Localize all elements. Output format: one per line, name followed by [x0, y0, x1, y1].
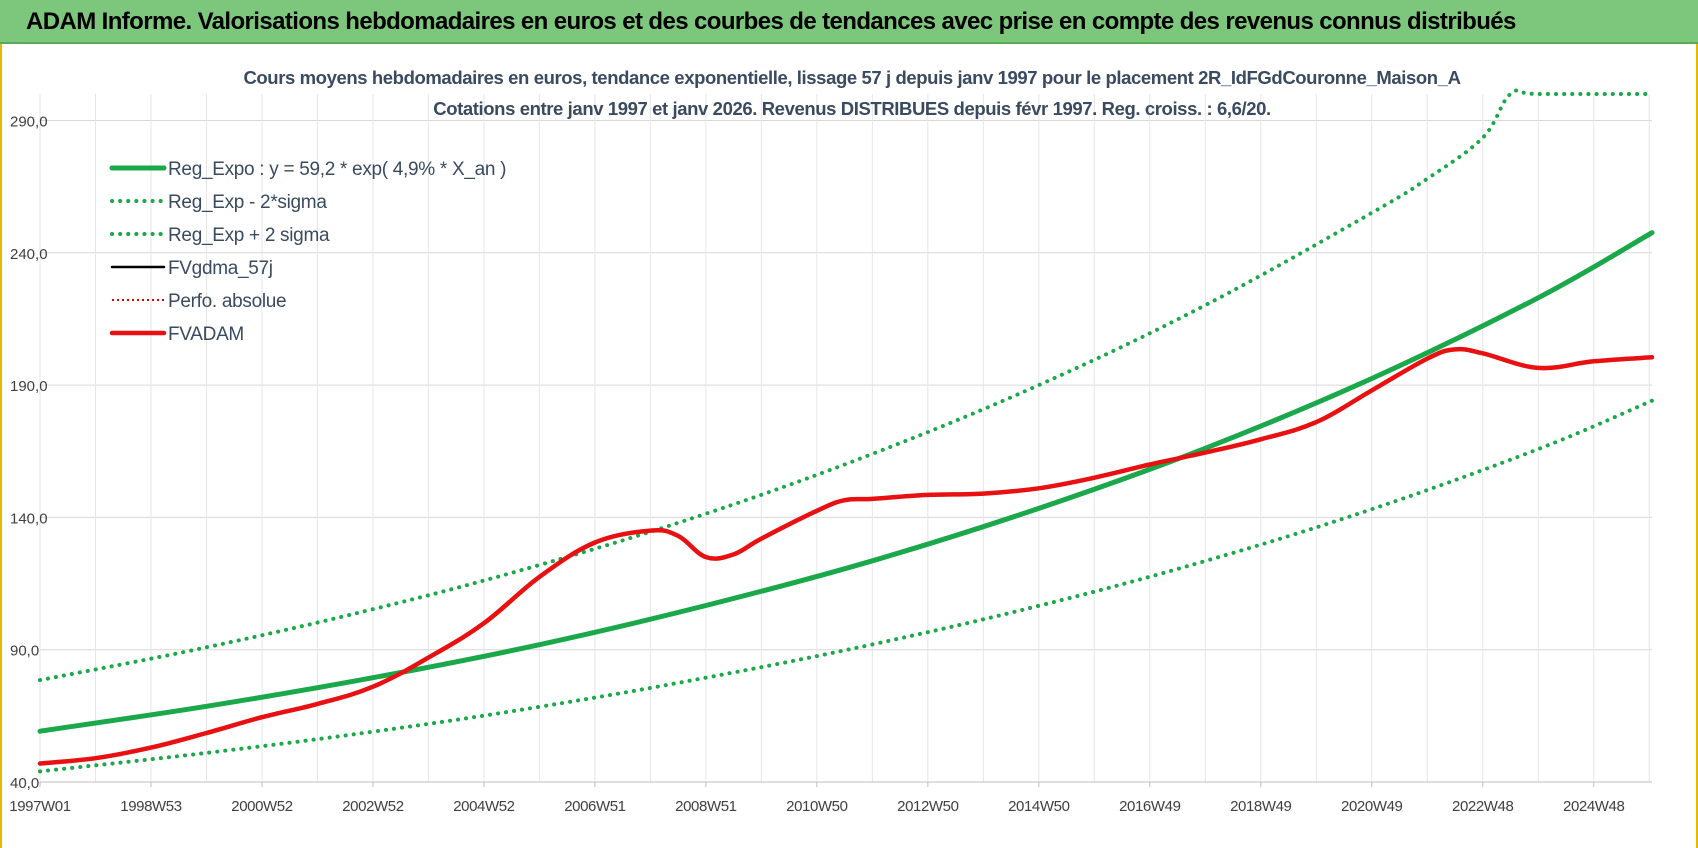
header-banner: ADAM Informe. Valorisations hebdomadaire… — [0, 0, 1698, 44]
x-tick-label: 2002W52 — [342, 798, 403, 815]
y-tick-label: 240,0 — [10, 246, 48, 263]
x-tick-label: 1997W01 — [9, 798, 70, 815]
y-tick-label: 90,0 — [10, 643, 39, 660]
y-tick-label: 40,0 — [10, 775, 39, 792]
series-line-4 — [38, 347, 1654, 765]
series-line-1 — [37, 230, 1655, 734]
chart-canvas: 40,0 90,0 140,0 190,0 240,0 290,0 1997W01 1998W… — [9, 67, 1655, 815]
legend-label: Reg_Exp - 2*sigma — [168, 192, 327, 213]
legend-label: FVgdma_57j — [168, 258, 273, 279]
x-tick-label: 2020W49 — [1341, 798, 1402, 815]
legend-label: Reg_Expo : y = 59,2 * exp( 4,9% * X_an ) — [168, 159, 506, 180]
x-tick-label: 2014W50 — [1008, 798, 1069, 815]
x-tick-label: 2004W52 — [453, 798, 514, 815]
series-line-6 — [37, 346, 1655, 766]
x-tick-label: 2024W48 — [1563, 798, 1624, 815]
chart-frame: 40,0 90,0 140,0 190,0 240,0 290,0 1997W01 1998W… — [0, 44, 1698, 848]
x-tick-label: 2006W51 — [564, 798, 625, 815]
chart-title-line2: Cotations entre janv 1997 et janv 2026. … — [433, 98, 1270, 119]
series-line-5 — [39, 348, 1653, 765]
x-tick-label: 2016W49 — [1119, 798, 1180, 815]
x-tick-label: 2022W48 — [1452, 798, 1513, 815]
y-tick-label: 290,0 — [10, 113, 48, 130]
y-tick-label: 140,0 — [10, 510, 48, 527]
series-line-2 — [38, 398, 1654, 774]
banner-title: ADAM Informe. Valorisations hebdomadaire… — [26, 8, 1516, 35]
series-line-3 — [38, 88, 1654, 683]
x-tick-label: 1998W53 — [120, 798, 181, 815]
legend-label: Reg_Exp + 2 sigma — [168, 225, 330, 246]
legend-label: Perfo. absolue — [168, 291, 286, 312]
x-tick-label: 2018W49 — [1230, 798, 1291, 815]
legend-label: FVADAM — [168, 324, 244, 345]
axes: 40,0 90,0 140,0 190,0 240,0 290,0 1997W01 1998W… — [9, 113, 1652, 815]
x-tick-label: 2008W51 — [675, 798, 736, 815]
x-tick-label: 2000W52 — [231, 798, 292, 815]
x-tick-label: 2012W50 — [897, 798, 958, 815]
series-lines — [37, 88, 1655, 774]
y-tick-label: 190,0 — [10, 378, 48, 395]
chart-title-line1: Cours moyens hebdomadaires en euros, ten… — [243, 67, 1460, 88]
legend: Reg_Expo : y = 59,2 * exp( 4,9% * X_an )… — [109, 159, 506, 345]
x-tick-label: 2010W50 — [786, 798, 847, 815]
